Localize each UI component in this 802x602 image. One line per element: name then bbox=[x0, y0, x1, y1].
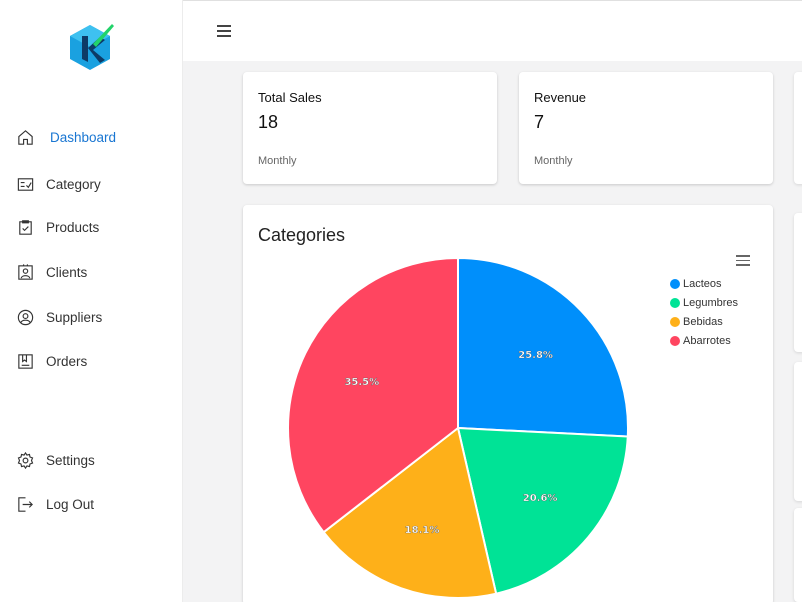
home-icon bbox=[18, 129, 33, 145]
sidebar-item-category[interactable]: Category bbox=[16, 172, 101, 196]
pie-slice-label: 35.5% bbox=[344, 377, 379, 388]
stat-card-partial bbox=[794, 72, 802, 184]
legend-item-lacteos[interactable]: Lacteos bbox=[670, 274, 738, 293]
stat-value: 7 bbox=[534, 112, 545, 132]
pie-slice-legumbres[interactable] bbox=[456, 426, 629, 595]
chart-legend: Lacteos Legumbres Bebidas Abarrotes bbox=[670, 274, 738, 350]
stat-period: Monthly bbox=[534, 155, 573, 167]
legend-marker bbox=[670, 278, 680, 289]
bookmark-box-icon bbox=[18, 353, 33, 369]
sidebar-item-settings[interactable]: Settings bbox=[16, 448, 95, 472]
pie-slice-label: 20.6% bbox=[523, 493, 558, 504]
legend-marker bbox=[670, 316, 680, 327]
sidebar-item-products[interactable]: Products bbox=[16, 215, 99, 239]
sidebar-item-label: Products bbox=[46, 219, 100, 235]
pie-slice-bebidas[interactable] bbox=[322, 426, 498, 599]
side-card-partial bbox=[794, 508, 802, 602]
stat-card-total-sales: Total Sales 18 Monthly bbox=[243, 72, 497, 184]
stat-card-revenue: Revenue 7 Monthly bbox=[519, 72, 773, 184]
pie-slice-lacteos[interactable] bbox=[457, 256, 629, 438]
sidebar-item-suppliers[interactable]: Suppliers bbox=[16, 305, 102, 329]
checklist-icon bbox=[17, 177, 34, 191]
legend-item-bebidas[interactable]: Bebidas bbox=[670, 312, 738, 331]
chart-title: Categories bbox=[258, 225, 346, 245]
stat-title: Total Sales bbox=[258, 90, 322, 105]
pie-chart: 25.8% 20.6% 18.1% 35.5% bbox=[287, 256, 629, 599]
sidebar-item-label: Dashboard bbox=[50, 129, 117, 145]
sidebar-item-dashboard[interactable]: Dashboard bbox=[16, 125, 116, 149]
app-logo[interactable] bbox=[69, 22, 115, 72]
sidebar-item-label: Settings bbox=[46, 452, 95, 468]
stat-value: 18 bbox=[258, 112, 279, 132]
contact-icon bbox=[18, 263, 33, 280]
gear-icon bbox=[17, 451, 34, 469]
legend-label: Legumbres bbox=[683, 296, 739, 309]
sidebar-item-logout[interactable]: Log Out bbox=[16, 492, 94, 516]
sidebar-item-label: Category bbox=[46, 176, 101, 192]
pie-slice-label: 18.1% bbox=[405, 525, 440, 536]
legend-label: Abarrotes bbox=[683, 334, 731, 347]
sidebar-item-orders[interactable]: Orders bbox=[16, 349, 87, 373]
legend-item-legumbres[interactable]: Legumbres bbox=[670, 293, 738, 312]
chart-menu-icon[interactable] bbox=[736, 255, 750, 266]
pie-slice-abarrotes[interactable] bbox=[287, 256, 459, 534]
sidebar: Dashboard Category Products Clients Supp… bbox=[0, 0, 183, 602]
legend-marker bbox=[670, 335, 680, 346]
categories-chart-card: Categories 25.8% 20.6% 18.1% 35.5% Lacteos L… bbox=[243, 205, 773, 602]
sidebar-item-label: Log Out bbox=[46, 496, 95, 512]
sidebar-item-clients[interactable]: Clients bbox=[16, 260, 87, 284]
menu-toggle-button[interactable] bbox=[217, 25, 231, 37]
stat-period: Monthly bbox=[258, 155, 297, 167]
side-card-partial bbox=[794, 213, 802, 352]
top-bar bbox=[183, 0, 802, 61]
sidebar-item-label: Orders bbox=[46, 353, 88, 369]
stat-title: Revenue bbox=[534, 90, 587, 105]
logout-icon bbox=[18, 496, 33, 512]
sidebar-item-label: Clients bbox=[46, 264, 88, 280]
legend-item-abarrotes[interactable]: Abarrotes bbox=[670, 331, 738, 350]
legend-label: Bebidas bbox=[683, 315, 723, 328]
sidebar-item-label: Suppliers bbox=[46, 309, 103, 325]
pie-slice-label: 25.8% bbox=[518, 350, 553, 361]
clipboard-icon bbox=[19, 219, 32, 235]
side-card-partial bbox=[794, 362, 802, 501]
legend-marker bbox=[670, 297, 680, 308]
legend-label: Lacteos bbox=[683, 277, 722, 290]
user-circle-icon bbox=[17, 309, 34, 325]
